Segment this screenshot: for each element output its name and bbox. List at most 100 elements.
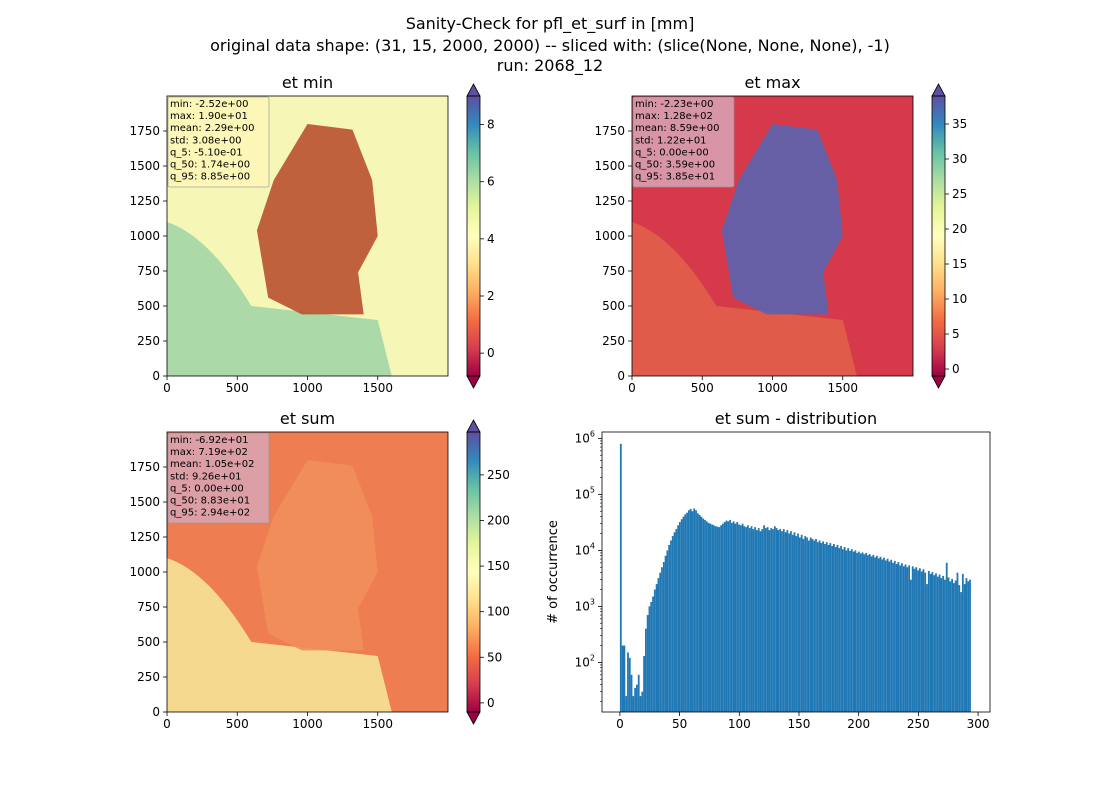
histogram-bar — [764, 528, 767, 712]
histogram-bar — [666, 550, 669, 712]
histogram-bar — [782, 529, 785, 712]
histogram-bar — [961, 573, 964, 712]
colorbar-extend-top — [466, 83, 481, 97]
histogram-bar — [933, 575, 936, 712]
histogram-bar — [884, 560, 887, 712]
stats-line: q_50: 1.74e+00 — [170, 160, 250, 171]
y-tick-label: 1250 — [594, 194, 625, 208]
colorbar-tick-label: 20 — [952, 222, 967, 236]
histogram-bar — [748, 528, 751, 712]
histogram-bar — [872, 554, 875, 712]
y-tick-label: 1750 — [129, 124, 160, 138]
stats-box-background — [632, 96, 735, 188]
histogram-bar — [689, 508, 692, 712]
y-tick-label: 1250 — [129, 530, 160, 544]
y-tick-label: 0 — [152, 369, 160, 383]
histogram-bar — [936, 576, 939, 712]
histogram-x-tick-label: 200 — [847, 717, 870, 731]
histogram-bar — [704, 519, 706, 712]
histogram-bar — [813, 540, 816, 712]
histogram-x-tick-label: 100 — [728, 717, 751, 731]
x-tick-label: 500 — [226, 381, 249, 395]
stats-line: std: 3.08e+00 — [170, 135, 242, 146]
histogram-bar — [868, 554, 871, 712]
histogram-bar — [634, 687, 637, 712]
stats-line: max: 1.90e+01 — [170, 111, 248, 122]
stats-line: min: -6.92e+01 — [170, 435, 249, 446]
histogram-bar — [662, 562, 665, 712]
histogram-bar — [700, 516, 703, 712]
histogram-x-tick-label: 150 — [788, 717, 811, 731]
colorbar-extend-bottom — [466, 375, 481, 389]
histogram-bar — [806, 537, 808, 712]
y-tick-label: 750 — [602, 264, 625, 278]
histogram-bar — [695, 510, 697, 712]
stats-line: mean: 2.29e+00 — [170, 123, 254, 134]
histogram-bar — [831, 545, 834, 712]
histogram-bar — [788, 533, 791, 712]
histogram-bar — [643, 656, 645, 712]
histogram-bar — [935, 573, 937, 712]
histogram-bar — [895, 564, 898, 712]
histogram-bar — [639, 696, 642, 712]
histogram-bar — [793, 532, 796, 712]
histogram-bar — [956, 572, 959, 712]
histogram-bar — [763, 525, 765, 712]
y-tick-label: 250 — [137, 334, 160, 348]
y-tick-label: 500 — [137, 635, 160, 649]
histogram-bars — [619, 443, 971, 712]
histogram-bar — [818, 540, 821, 712]
histogram-bar — [969, 579, 971, 712]
stats-box-background — [167, 96, 270, 188]
y-tick-label: 1000 — [594, 229, 625, 243]
colorbar-tick-label: 25 — [952, 187, 967, 201]
stats-line: q_5: -5.10e-01 — [170, 147, 243, 158]
histogram-y-tick-label: 103 — [575, 597, 595, 613]
histogram-bar — [659, 572, 662, 712]
histogram-bar — [775, 528, 778, 712]
histogram-bar — [777, 530, 780, 712]
stats-box-background — [167, 432, 270, 524]
x-tick-label: 0 — [628, 381, 636, 395]
histogram-bar — [838, 548, 841, 712]
histogram-bar — [754, 527, 757, 712]
colorbar-tick-label: 150 — [487, 559, 510, 573]
histogram-bar — [627, 652, 629, 712]
histogram-bar — [917, 570, 919, 712]
histogram-bar — [897, 562, 900, 712]
x-tick-label: 500 — [691, 381, 714, 395]
histogram-bar — [845, 550, 848, 712]
histogram-bar — [929, 573, 932, 712]
histogram-bar — [716, 526, 719, 712]
histogram-bar — [723, 522, 726, 712]
colorbar-gradient — [932, 96, 945, 376]
histogram-bar — [798, 537, 801, 712]
histogram-bar — [865, 552, 868, 712]
colorbar-tick-label: 0 — [487, 346, 495, 360]
histogram-bar — [958, 585, 961, 712]
histogram-bar — [768, 530, 771, 712]
colorbar-extend-top — [931, 83, 946, 97]
histogram-bar — [807, 540, 810, 712]
map-panel-2: 0 500 1000 150002505007501000125015001750et… — [594, 73, 967, 395]
histogram-bar — [911, 566, 914, 712]
histogram-bar — [743, 526, 746, 712]
histogram-bar — [843, 546, 846, 712]
y-tick-label: 500 — [137, 299, 160, 313]
colorbar-tick-label: 250 — [487, 468, 510, 482]
histogram-bar — [790, 531, 792, 712]
histogram-bar — [802, 538, 805, 712]
histogram-bar — [834, 546, 837, 712]
histogram-bar — [904, 564, 907, 712]
histogram-bar — [870, 556, 873, 712]
histogram-bar — [718, 527, 721, 712]
histogram-bar — [709, 523, 712, 712]
histogram-bar — [800, 534, 803, 712]
histogram-bar — [804, 536, 807, 712]
histogram-bar — [847, 548, 850, 712]
histogram-bar — [901, 563, 903, 712]
histogram-bar — [856, 552, 859, 712]
histogram-bar — [652, 596, 654, 712]
stats-line: std: 1.22e+01 — [635, 135, 707, 146]
stats-line: mean: 1.05e+02 — [170, 459, 254, 470]
